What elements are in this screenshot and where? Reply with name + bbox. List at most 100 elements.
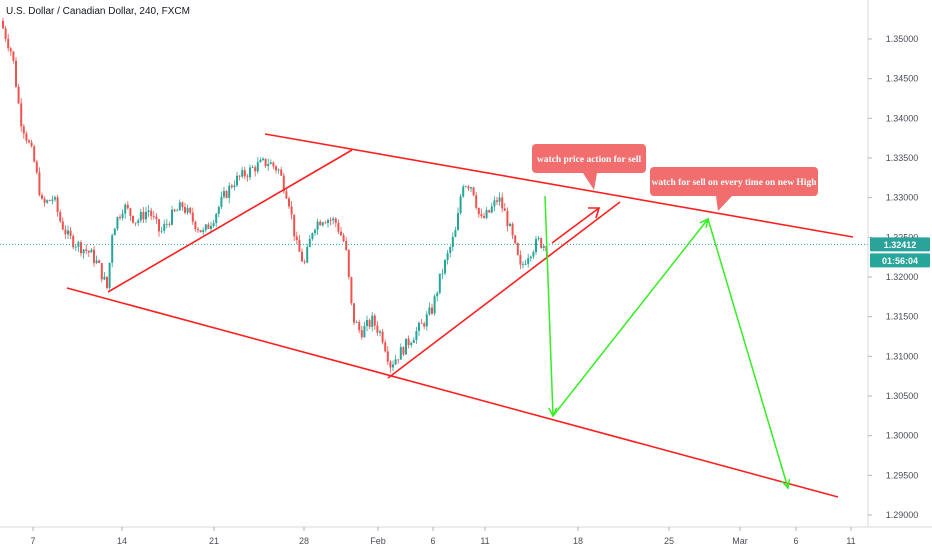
candle-body [20,103,23,127]
projection-arrowhead [548,407,558,418]
candle-body [498,197,501,202]
candle-body [113,228,116,236]
candle-body [116,217,119,229]
candle-body [285,191,288,199]
candle-body [15,60,17,87]
candle-body [483,216,485,218]
candle-body [134,222,137,224]
candle-body [347,249,350,278]
candle-body [163,224,166,231]
candle-body [108,262,111,288]
time-tick-label: 11 [480,536,489,546]
candle-body [501,197,504,209]
candle-body [288,198,290,207]
candle-body [506,210,509,227]
candle-body [514,235,517,244]
candle-body [423,323,426,327]
projection-layer [544,195,791,490]
candle-body [251,167,254,169]
candle-body [155,216,158,220]
candle-body [410,342,413,345]
candle-body [537,238,540,240]
candle-body [93,249,95,263]
candle-body [150,210,153,217]
candle-body [256,162,259,172]
annotation-pointer [716,196,732,211]
candle-body [464,186,467,188]
candle-body [241,170,244,177]
candle-body [384,342,387,352]
trendlines-layer [66,133,854,498]
candle-body [212,223,215,227]
candle-body [210,226,212,229]
candle-body [259,159,262,163]
candle-body [184,207,186,213]
candle-body [462,186,465,197]
candle-body [59,212,62,222]
candle-body [444,260,446,274]
candle-body [475,195,478,208]
candle-body [119,217,121,218]
time-tick-label: 28 [299,536,309,546]
price-tick-label: 1.35000 [886,34,919,44]
candle-body [353,303,355,323]
candle-body [485,210,488,218]
candle-body [82,249,85,254]
candle-body [225,191,228,198]
candle-body [165,223,168,225]
candle-body [280,169,283,176]
time-axis[interactable]: 7 14 21 28 Feb 6 11 18 25 Mar 6 11 [30,527,856,546]
candle-body [124,204,127,214]
candle-body [41,195,43,199]
candle-body [67,230,69,235]
candle-body [228,185,231,198]
candle-body [340,231,342,236]
candle-body [199,230,202,233]
support-line-left [107,149,353,293]
candle-body [51,199,54,201]
projection-arrowhead [781,478,791,490]
candle-body [433,296,436,314]
price-tick-label: 1.30500 [886,391,919,401]
candle-body [137,220,140,223]
candle-body [80,242,82,254]
candle-body [431,307,433,314]
time-tick-label: 18 [573,536,583,546]
price-tick-label: 1.33500 [886,153,919,163]
candle-body [522,264,524,266]
time-tick-label: Feb [370,536,386,546]
candle-body [85,249,88,251]
candle-body [488,210,491,213]
candle-body [407,338,410,345]
candle-body [72,235,75,248]
time-tick-label: 21 [209,536,219,546]
candle-body [420,322,423,324]
candle-body [215,213,218,224]
candle-body [61,221,64,230]
candle-body [282,175,285,192]
candle-body [103,276,106,280]
candle-body [337,222,340,232]
candle-body [249,167,251,178]
current-price-text: 1.32412 [884,240,917,250]
candle-body [126,204,129,209]
annotation-pointer [583,173,597,190]
price-tick-label: 1.29500 [886,470,919,480]
candle-body [243,170,246,177]
candle-body [516,243,519,255]
candle-body [321,222,324,226]
candle-body [269,162,272,164]
time-tick-label: Mar [732,536,748,546]
price-tick-label: 1.29000 [886,510,919,520]
candle-body [345,241,348,250]
candle-body [181,202,184,208]
support-line-right [387,201,621,379]
candle-body [397,359,400,361]
projection-arrowhead [699,217,710,228]
candle-body [233,185,236,188]
candle-body [425,314,428,327]
candle-body [254,167,257,172]
